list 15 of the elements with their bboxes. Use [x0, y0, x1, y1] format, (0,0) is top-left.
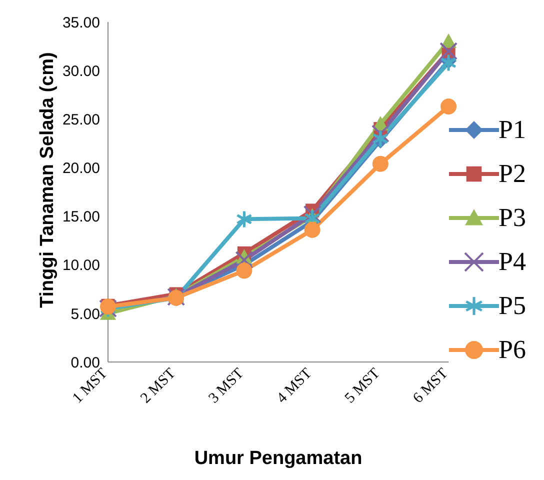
y-tick-label: 20.00 — [62, 160, 100, 178]
y-tick-label: 5.00 — [70, 306, 100, 323]
y-tick-label: 30.00 — [62, 62, 100, 80]
legend-label: P3 — [498, 203, 526, 233]
y-axis-title: Tinggi Tanaman Selada (cm) — [36, 52, 59, 308]
y-tick-label: 10.00 — [62, 257, 100, 274]
legend-label: P6 — [498, 335, 526, 365]
legend-label: P4 — [498, 247, 526, 277]
y-tick-label: 35.00 — [62, 14, 100, 32]
legend-label: P1 — [498, 115, 526, 145]
y-tick-label: 25.00 — [62, 111, 100, 128]
x-axis-title: Umur Pengamatan — [194, 448, 362, 469]
y-tick-label: 15.00 — [62, 208, 100, 226]
legend-label: P5 — [498, 291, 526, 321]
legend-label: P2 — [498, 159, 526, 189]
